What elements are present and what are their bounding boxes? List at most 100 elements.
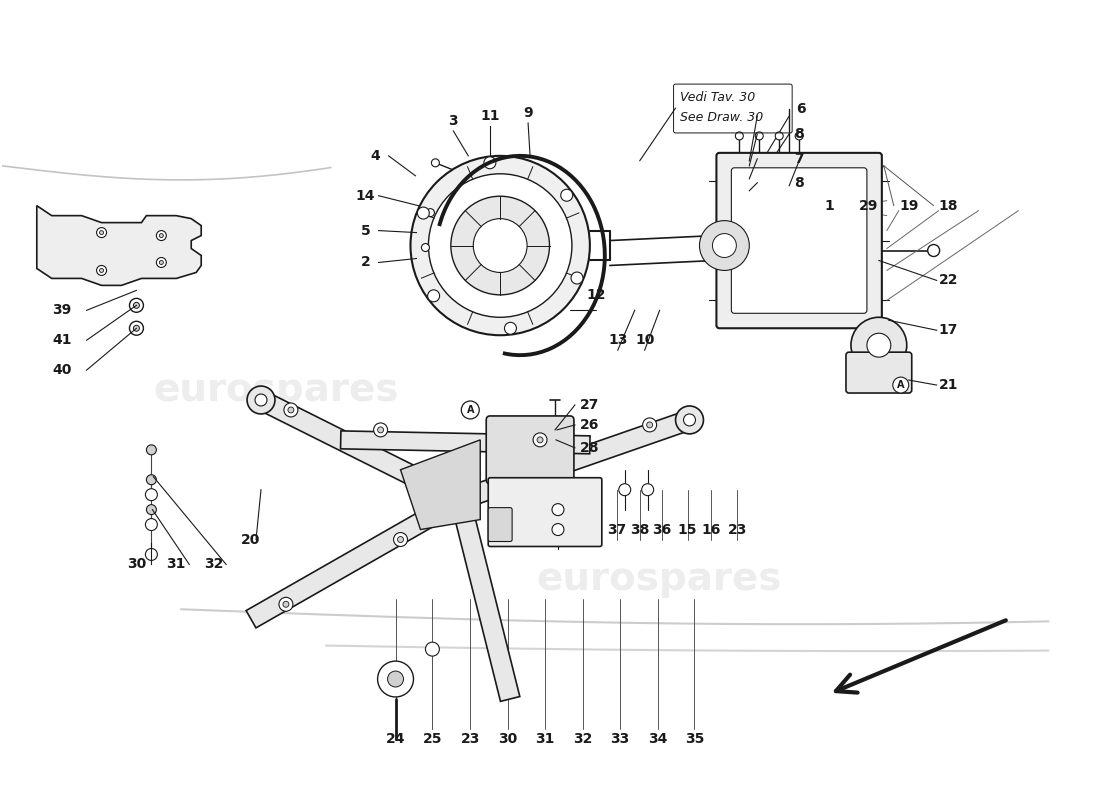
Text: 6: 6 <box>796 102 806 116</box>
Text: Vedi Tav. 30: Vedi Tav. 30 <box>680 91 755 104</box>
Text: 8: 8 <box>794 127 804 141</box>
Circle shape <box>284 403 298 417</box>
Circle shape <box>97 266 107 275</box>
Circle shape <box>927 245 939 257</box>
Text: 9: 9 <box>524 106 532 120</box>
Text: 17: 17 <box>939 323 958 338</box>
Circle shape <box>756 132 763 140</box>
Circle shape <box>571 272 583 284</box>
FancyBboxPatch shape <box>732 168 867 314</box>
Circle shape <box>146 445 156 455</box>
Text: 3: 3 <box>449 114 458 128</box>
Text: 37: 37 <box>607 522 626 537</box>
Text: 25: 25 <box>422 732 442 746</box>
Text: 5: 5 <box>361 223 371 238</box>
Circle shape <box>146 474 156 485</box>
Text: 32: 32 <box>205 558 224 571</box>
Text: 11: 11 <box>481 109 500 123</box>
FancyBboxPatch shape <box>846 352 912 393</box>
Circle shape <box>534 433 547 447</box>
Text: 34: 34 <box>648 732 668 746</box>
Circle shape <box>100 230 103 234</box>
Circle shape <box>156 230 166 241</box>
FancyBboxPatch shape <box>488 478 602 546</box>
Circle shape <box>130 322 143 335</box>
Circle shape <box>145 549 157 561</box>
Circle shape <box>736 132 744 140</box>
Text: 30: 30 <box>126 558 146 571</box>
Circle shape <box>795 132 803 140</box>
Text: 31: 31 <box>536 732 554 746</box>
Circle shape <box>713 234 736 258</box>
Text: See Draw. 30: See Draw. 30 <box>680 111 762 124</box>
Text: 40: 40 <box>52 363 72 377</box>
Circle shape <box>130 298 143 312</box>
Circle shape <box>700 221 749 270</box>
Circle shape <box>619 484 630 496</box>
FancyBboxPatch shape <box>716 153 882 328</box>
Circle shape <box>851 318 906 373</box>
Circle shape <box>647 422 652 428</box>
Text: 33: 33 <box>610 732 629 746</box>
Circle shape <box>160 234 163 238</box>
Polygon shape <box>456 410 693 509</box>
Text: 20: 20 <box>241 533 261 546</box>
Text: 8: 8 <box>794 176 804 190</box>
Text: 19: 19 <box>899 198 918 213</box>
Circle shape <box>537 437 543 443</box>
Circle shape <box>431 159 439 167</box>
Text: 18: 18 <box>939 198 958 213</box>
Text: 29: 29 <box>859 198 879 213</box>
Circle shape <box>642 418 657 432</box>
Circle shape <box>473 218 527 273</box>
FancyBboxPatch shape <box>488 508 513 542</box>
Text: A: A <box>466 405 474 415</box>
Text: eurospares: eurospares <box>153 371 398 409</box>
Polygon shape <box>246 491 465 628</box>
Text: A: A <box>896 380 904 390</box>
Text: 23: 23 <box>461 732 480 746</box>
Circle shape <box>461 401 480 419</box>
Circle shape <box>279 598 293 611</box>
Text: 7: 7 <box>794 152 804 166</box>
Circle shape <box>133 302 140 308</box>
Text: 31: 31 <box>166 558 186 571</box>
Circle shape <box>377 427 384 433</box>
Circle shape <box>410 156 590 335</box>
Polygon shape <box>451 498 520 702</box>
Circle shape <box>374 423 387 437</box>
Text: 16: 16 <box>702 522 722 537</box>
Circle shape <box>675 406 704 434</box>
Polygon shape <box>256 391 465 509</box>
Circle shape <box>100 269 103 273</box>
Circle shape <box>160 261 163 265</box>
FancyBboxPatch shape <box>486 416 574 484</box>
Text: eurospares: eurospares <box>537 560 782 598</box>
Text: 36: 36 <box>652 522 671 537</box>
Circle shape <box>288 407 294 413</box>
Circle shape <box>505 322 516 334</box>
Circle shape <box>426 642 439 656</box>
Circle shape <box>561 190 573 202</box>
Text: 26: 26 <box>580 418 600 432</box>
Text: 10: 10 <box>635 334 654 347</box>
Circle shape <box>145 489 157 501</box>
Circle shape <box>427 209 434 217</box>
Circle shape <box>552 504 564 515</box>
Circle shape <box>394 533 407 546</box>
Text: 2: 2 <box>361 255 371 270</box>
Text: 39: 39 <box>52 303 72 318</box>
Text: 38: 38 <box>630 522 649 537</box>
Circle shape <box>156 258 166 267</box>
Text: 27: 27 <box>580 398 600 412</box>
Text: 14: 14 <box>356 189 375 202</box>
Circle shape <box>145 518 157 530</box>
Polygon shape <box>400 440 481 530</box>
Circle shape <box>146 505 156 514</box>
Circle shape <box>377 661 414 697</box>
Circle shape <box>428 174 572 318</box>
Text: 23: 23 <box>728 522 747 537</box>
Circle shape <box>428 290 440 302</box>
Text: 21: 21 <box>939 378 958 392</box>
Text: 12: 12 <box>586 288 606 302</box>
